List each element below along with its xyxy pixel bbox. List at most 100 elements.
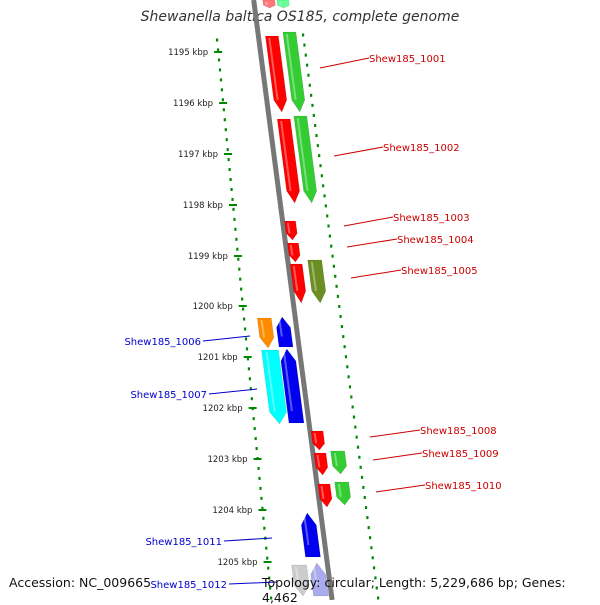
- gene-label-shew185-1010[interactable]: Shew185_1010: [425, 481, 502, 492]
- gene-arrow-shew185-1010-shading: [320, 485, 325, 500]
- gene-arrow-shew185-1008[interactable]: [310, 430, 325, 451]
- leader-line-shew185-1006: [202, 335, 251, 342]
- ruler-right-dotted-line: [302, 33, 305, 37]
- ruler-right-dotted-line: [339, 315, 342, 318]
- gene-label-shew185-1001[interactable]: Shew185_1001: [369, 54, 446, 65]
- gene-arrow-shew185-1003[interactable]: [284, 220, 298, 241]
- ruler-left-dotted-line: [267, 566, 270, 570]
- ruler-left-dotted-line: [238, 267, 241, 271]
- ruler-right-dotted-line: [367, 526, 370, 530]
- gene-arrow-shew185-1002-shading: [280, 120, 292, 192]
- gene-arrow-shew185-1001[interactable]: [265, 35, 288, 113]
- gene-arrow-shew185-1007[interactable]: [261, 349, 287, 425]
- gene-arrow-shew185-1006[interactable]: [256, 317, 275, 349]
- gene-arrow-shew185-1010-b-shading: [337, 483, 342, 498]
- gene-arrow-shew185-1009-b-shading: [333, 452, 338, 467]
- gene-label-shew185-1005[interactable]: Shew185_1005: [401, 266, 478, 277]
- ruler-right-dotted-line: [322, 184, 325, 188]
- ruler-right-dotted-line: [355, 435, 358, 439]
- gene-arrow-shew185-1011[interactable]: [301, 512, 321, 558]
- ruler-right-dotted-line: [366, 516, 369, 520]
- ruler-left-dotted-line: [222, 108, 225, 112]
- ruler-label: 1195 kbp: [168, 48, 208, 58]
- ruler-right-dotted-line: [374, 576, 377, 580]
- ruler-right-dotted-line: [319, 164, 322, 168]
- gene-arrow-partial-green[interactable]: [276, 0, 290, 9]
- gene-arrow-shew185-1001-b-shading: [285, 33, 297, 101]
- gene-arrow-shew185-1009-shading: [316, 454, 321, 468]
- ruler-right-dotted-line: [371, 556, 374, 560]
- ruler-left-dotted-line: [252, 417, 255, 421]
- ruler-right-dotted-line: [331, 254, 334, 258]
- ruler-right-dotted-line: [336, 294, 340, 298]
- gene-arrow-shew185-1009-b[interactable]: [330, 450, 347, 475]
- gene-label-shew185-1009[interactable]: Shew185_1009: [422, 449, 499, 460]
- ruler-left-dotted-line: [263, 526, 266, 530]
- gene-arrow-shew185-1009[interactable]: [313, 452, 329, 476]
- ruler-left-dotted-line: [245, 347, 249, 351]
- gene-label-shew185-1006[interactable]: Shew185_1006: [124, 337, 201, 348]
- leader-line-shew185-1003: [343, 216, 394, 227]
- gene-arrow-shew185-1007-b[interactable]: [280, 348, 305, 424]
- ruler-right-dotted-line: [372, 566, 376, 570]
- ruler-right-dotted-line: [306, 63, 309, 67]
- ruler-right-dotted-line: [314, 123, 317, 127]
- ruler-left-dotted-line: [221, 98, 224, 102]
- ruler-left-dotted-line: [243, 317, 246, 321]
- gene-label-shew185-1002[interactable]: Shew185_1002: [383, 143, 460, 154]
- gene-arrow-shew185-1011-shading: [303, 514, 310, 546]
- gene-arrow-shew185-1002[interactable]: [276, 118, 300, 204]
- gene-label-shew185-1008[interactable]: Shew185_1008: [420, 426, 497, 437]
- gene-arrow-partial-green-shading: [279, 1, 282, 6]
- ruler-left-dotted-line: [216, 48, 220, 52]
- gene-arrow-shew185-1004[interactable]: [287, 242, 301, 263]
- ruler-left-dotted-line: [226, 148, 229, 152]
- ruler-left-dotted-line: [255, 447, 258, 451]
- gene-label-shew185-1011[interactable]: Shew185_1011: [145, 537, 222, 548]
- ruler-right-dotted-line: [324, 204, 327, 208]
- gene-arrow-shew185-1002-b-shading: [296, 117, 309, 192]
- gene-arrow-shew185-1005-b[interactable]: [307, 259, 327, 304]
- ruler-left-dotted-line: [242, 307, 245, 311]
- gene-label-shew185-1003[interactable]: Shew185_1003: [393, 213, 470, 224]
- ruler-right-dotted-line: [370, 546, 373, 550]
- ruler-left-dotted-line: [243, 327, 247, 331]
- gene-arrow-shew185-1004-shading: [289, 244, 294, 256]
- ruler-right-dotted-line: [312, 113, 315, 117]
- ruler-right-dotted-line: [368, 536, 372, 540]
- gene-arrow-shew185-1001-b[interactable]: [282, 31, 306, 113]
- ruler-right-dotted-line: [318, 154, 321, 158]
- gene-label-shew185-1012[interactable]: Shew185_1012: [150, 580, 227, 591]
- ruler-left-dotted-line: [225, 138, 228, 142]
- ruler-left-dotted-line: [229, 178, 232, 181]
- ruler-left-dotted-line: [216, 38, 219, 42]
- ruler-right-dotted-line: [303, 43, 306, 47]
- leader-line-shew185-1011: [223, 537, 273, 542]
- ruler-right-dotted-line: [362, 485, 365, 489]
- gene-arrow-shew185-1006-b[interactable]: [276, 316, 294, 348]
- gene-label-shew185-1004[interactable]: Shew185_1004: [397, 235, 474, 246]
- ruler-label: 1197 kbp: [178, 150, 218, 160]
- ruler-right-dotted-line: [307, 73, 310, 77]
- ruler-left-dotted-line: [265, 546, 268, 550]
- ruler-right-dotted-line: [330, 244, 333, 248]
- gene-arrow-shew185-1007-b-shading: [282, 350, 293, 412]
- ruler-right-dotted-line: [375, 586, 378, 590]
- gene-arrow-partial-red[interactable]: [262, 0, 276, 9]
- leader-line-shew185-1012: [228, 581, 278, 585]
- ruler-left-dotted-line: [231, 197, 234, 201]
- ruler-right-dotted-line: [327, 224, 330, 228]
- ruler-left-dotted-line: [262, 516, 265, 520]
- gene-arrow-shew185-1002-b[interactable]: [293, 115, 317, 204]
- ruler-label: 1205 kbp: [217, 558, 257, 568]
- gene-arrow-partial-red-shading: [265, 1, 268, 6]
- gene-arrow-shew185-1010-b[interactable]: [334, 481, 351, 506]
- gene-arrow-shew185-1005[interactable]: [289, 263, 307, 304]
- ruler-label: 1202 kbp: [203, 404, 243, 414]
- ruler-left-dotted-line: [266, 556, 269, 560]
- gene-arrow-shew185-1012[interactable]: [310, 562, 329, 597]
- gene-arrow-partial-grey[interactable]: [291, 564, 310, 597]
- gene-label-shew185-1007[interactable]: Shew185_1007: [130, 390, 207, 401]
- gene-arrow-shew185-1010[interactable]: [317, 483, 333, 508]
